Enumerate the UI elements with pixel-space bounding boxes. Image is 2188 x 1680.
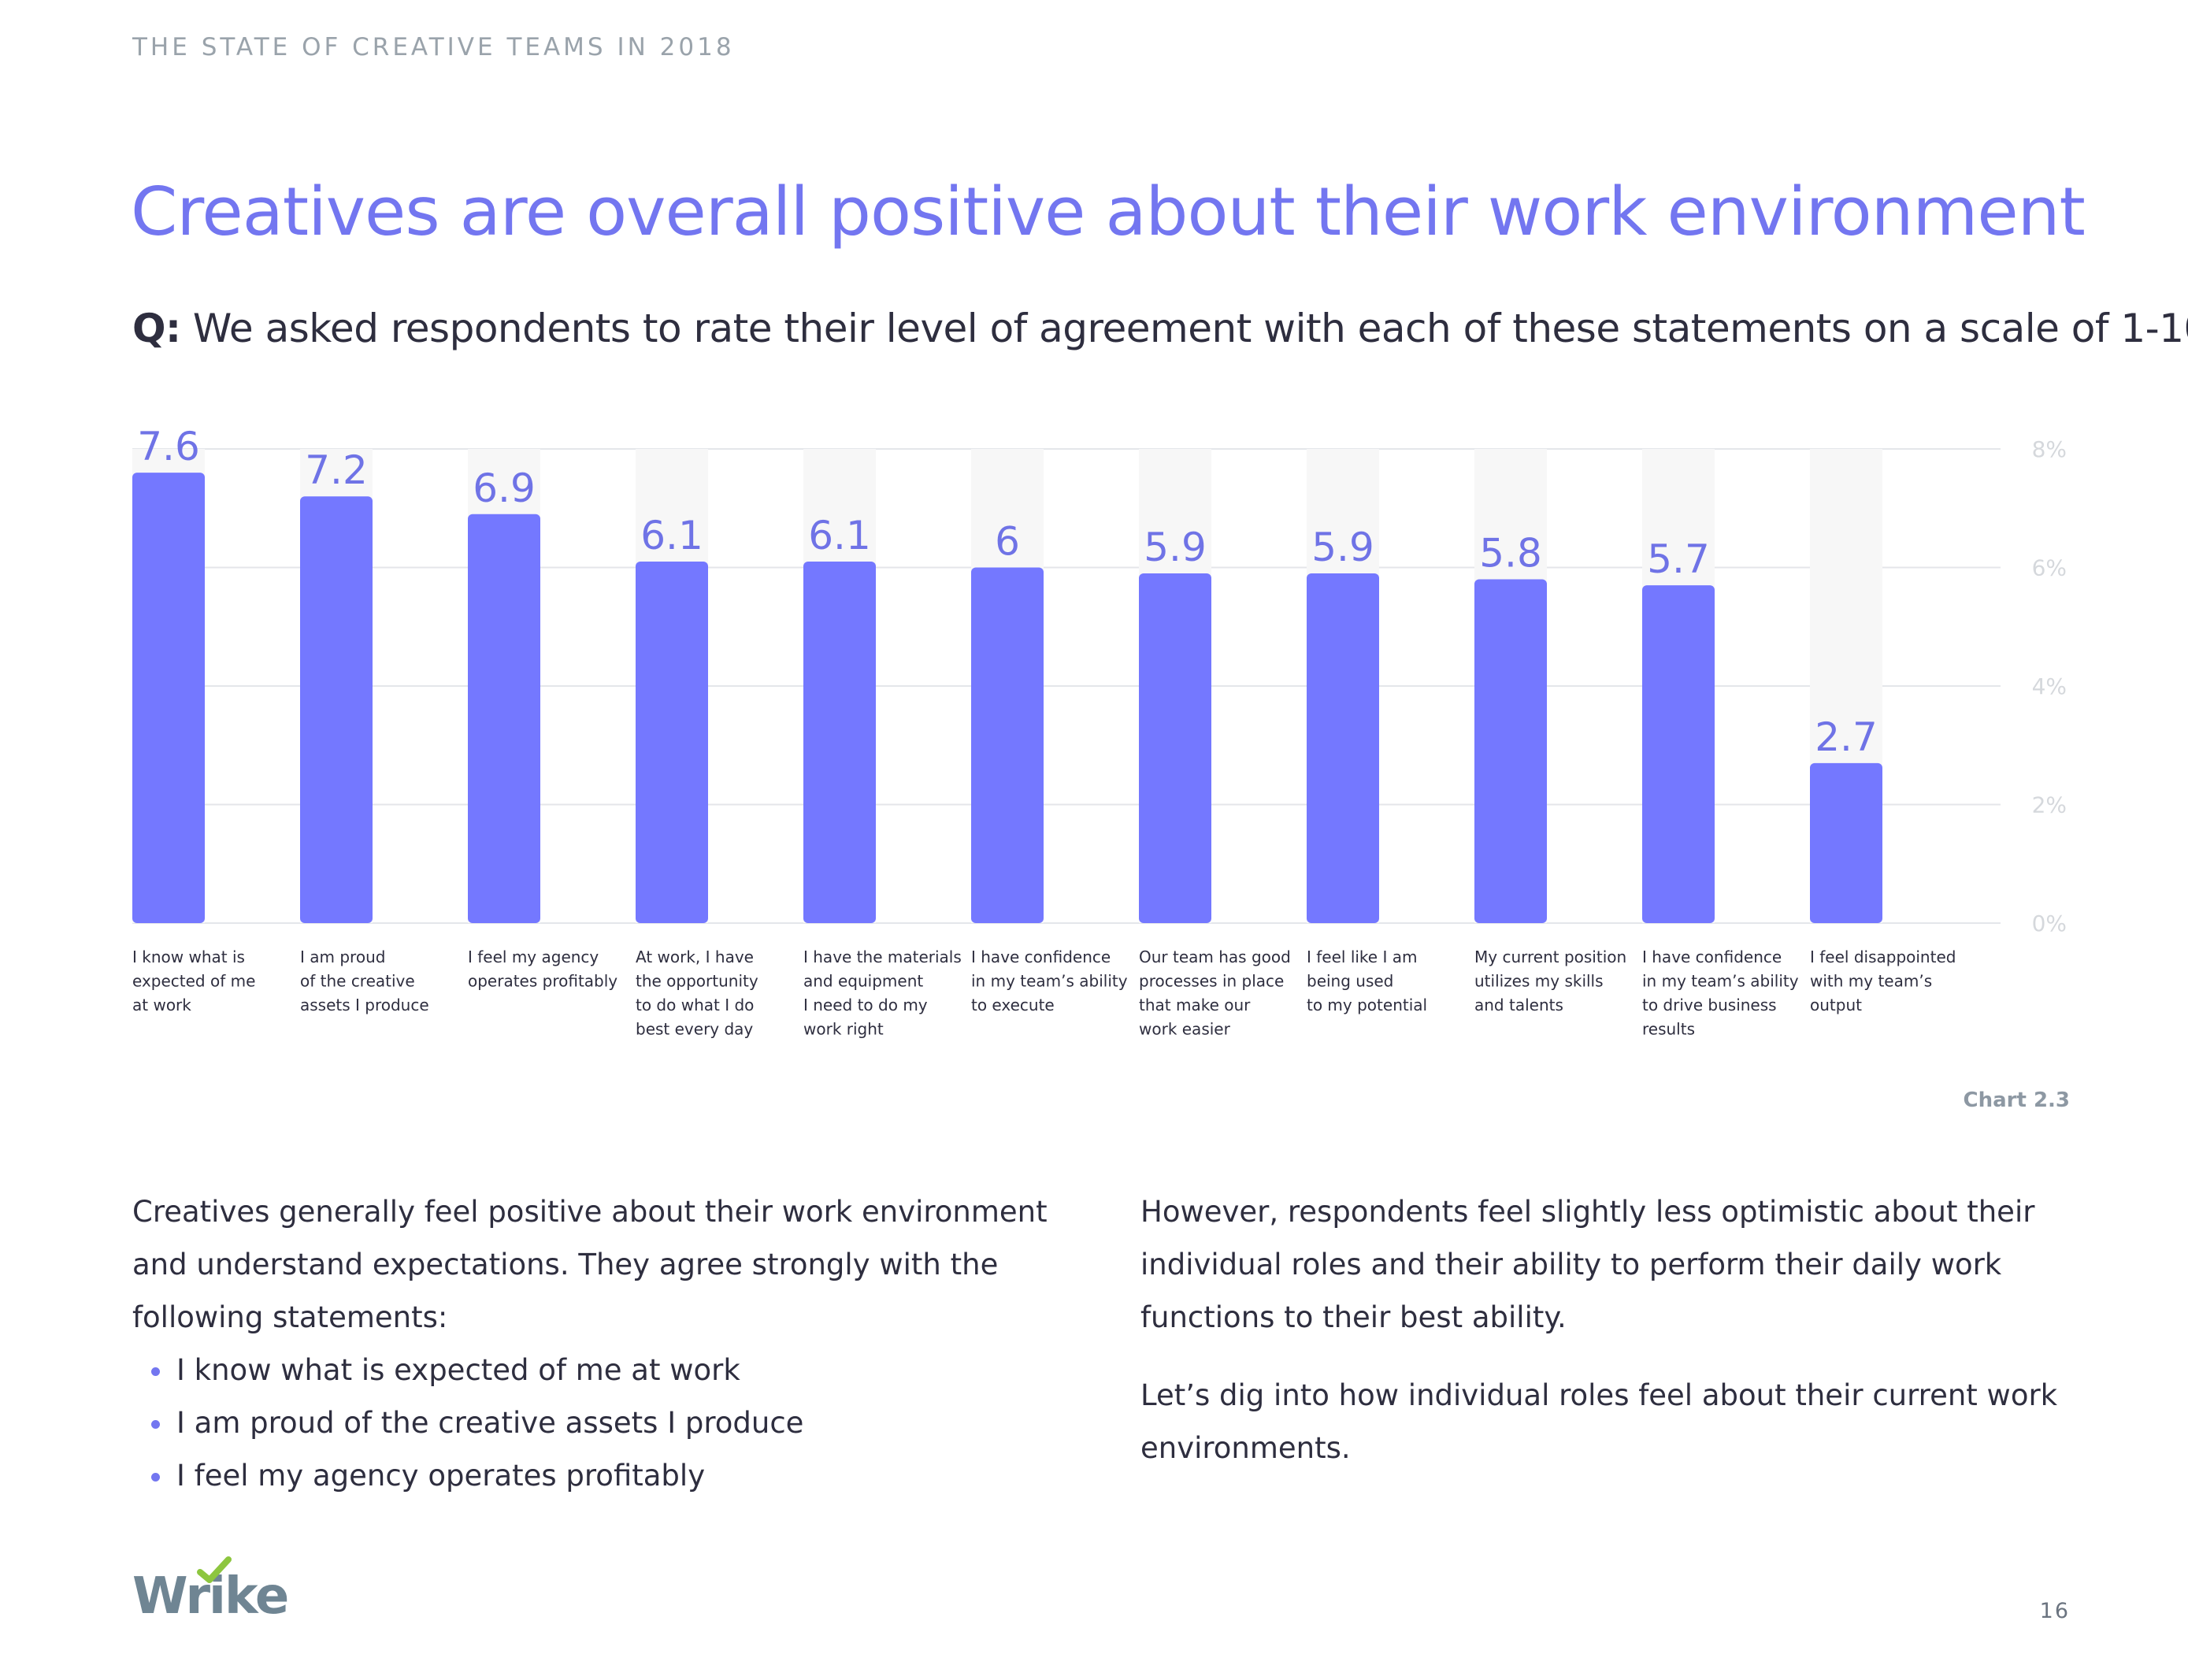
category-label-line: At work, I have [636, 948, 754, 966]
category-label-line: and equipment [803, 972, 923, 991]
statement-bullet-list: I know what is expected of me at work I … [132, 1344, 1077, 1502]
y-tick-label: 8% [2032, 436, 2067, 462]
bar [300, 496, 373, 923]
bar-value-label: 6.9 [473, 465, 536, 511]
category-label-line: I have the materials [803, 948, 962, 966]
category-label-line: with my team’s [1810, 972, 1932, 991]
page-number: 16 [2039, 1599, 2070, 1623]
chart-gridlines [132, 448, 2001, 924]
category-label: Our team has good processes in place that … [1139, 948, 1291, 1039]
category-label-line: best every day [636, 1020, 753, 1039]
category-label: At work, I have the opportunity to do what… [636, 948, 758, 1039]
y-tick-label: 6% [2032, 555, 2067, 581]
chart-y-ticks: 0% 2% 4% 6% 8% [2032, 436, 2067, 936]
body-left-column: Creatives generally feel positive about … [132, 1185, 1077, 1502]
chart-category-labels: I know what is expected of me at work I am … [132, 948, 1956, 1039]
category-label: I have confidence in my team’s ability to … [971, 948, 1128, 1014]
category-label-line: I am proud [300, 948, 385, 966]
category-label-line: work easier [1139, 1020, 1231, 1039]
bar [132, 473, 205, 923]
category-label: I feel my agency operates profitably [468, 948, 617, 991]
category-label: I have the materials and equipment I need … [803, 948, 962, 1039]
category-label-line: assets I produce [300, 996, 429, 1014]
body-intro-paragraph: Creatives generally feel positive about … [132, 1195, 1048, 1334]
category-label-line: the opportunity [636, 972, 758, 991]
wrike-logo: Wrike [132, 1556, 289, 1626]
chart-bars [132, 473, 1882, 923]
survey-question: Q: We asked respondents to rate their le… [132, 306, 2188, 351]
page-title: Creatives are overall positive about the… [131, 173, 2086, 251]
bar-value-label: 7.6 [137, 424, 200, 469]
bar-value-label: 7.2 [305, 447, 368, 493]
category-label-line: I know what is [132, 948, 245, 966]
question-text: We asked respondents to rate their level… [192, 306, 2188, 351]
category-label: My current position utilizes my skills and… [1474, 948, 1626, 1014]
category-label-line: at work [132, 996, 191, 1014]
category-label-line: I feel like I am [1307, 948, 1417, 966]
category-label-line: I have confidence [1642, 948, 1782, 966]
category-label: I feel disappointed with my team’s output [1810, 948, 1956, 1014]
category-label-line: being used [1307, 972, 1393, 991]
category-label-line: and talents [1474, 996, 1563, 1014]
bar-value-label: 6.1 [640, 513, 703, 558]
category-label-line: to my potential [1307, 996, 1427, 1014]
bar [803, 561, 876, 923]
category-label-line: of the creative [300, 972, 415, 991]
chart-value-labels: 7.6 7.2 6.9 6.1 6.1 6 5.9 5.9 5.8 5.7 2.7 [137, 424, 1878, 760]
bar-chart: 7.6 7.2 6.9 6.1 6.1 6 5.9 5.9 5.8 5.7 2.7 0% 2% 4% 6%… [132, 424, 2067, 1039]
y-tick-label: 2% [2032, 792, 2067, 818]
category-label: I know what is expected of me at work [132, 948, 255, 1014]
category-label-line: results [1642, 1020, 1695, 1039]
bar-value-label: 5.7 [1647, 536, 1710, 582]
bar-value-label: 6.1 [808, 513, 871, 558]
category-label-line: to drive business [1642, 996, 1777, 1014]
category-label-line: operates profitably [468, 972, 617, 991]
bar-value-label: 5.9 [1144, 525, 1207, 570]
bullet-item: I am proud of the creative assets I prod… [132, 1396, 1077, 1449]
bar [1810, 762, 1882, 923]
category-label-line: that make our [1139, 996, 1251, 1014]
category-label: I am proud of the creative assets I produc… [300, 948, 429, 1014]
body-paragraph-2: Let’s dig into how individual roles feel… [1140, 1378, 2058, 1465]
category-label-line: in my team’s ability [1642, 972, 1799, 991]
category-label: I have confidence in my team’s ability to … [1642, 948, 1799, 1039]
bar [1139, 573, 1211, 923]
category-label-line: I feel disappointed [1810, 948, 1956, 966]
category-label-line: My current position [1474, 948, 1626, 966]
bar [468, 514, 540, 923]
bar [1474, 579, 1547, 923]
bullet-item: I know what is expected of me at work [132, 1344, 1077, 1396]
category-label: I feel like I am being used to my potentia… [1307, 948, 1427, 1014]
category-label-line: work right [803, 1020, 884, 1039]
logo-check-icon [197, 1556, 232, 1583]
body-paragraph-1: However, respondents feel slightly less … [1140, 1195, 2035, 1334]
bar-value-label: 2.7 [1815, 714, 1878, 760]
category-label-line: processes in place [1139, 972, 1284, 991]
bar [636, 561, 708, 923]
bullet-item: I feel my agency operates profitably [132, 1449, 1077, 1502]
bar-value-label: 5.8 [1479, 531, 1542, 577]
body-right-column: However, respondents feel slightly less … [1140, 1185, 2086, 1474]
category-label-line: to execute [971, 996, 1055, 1014]
category-label-line: utilizes my skills [1474, 972, 1604, 991]
category-label-line: I have confidence [971, 948, 1111, 966]
category-label-line: Our team has good [1139, 948, 1291, 966]
bar [1642, 585, 1715, 923]
category-label-line: output [1810, 996, 1862, 1014]
category-label-line: to do what I do [636, 996, 754, 1014]
question-prefix: Q: [132, 306, 181, 351]
bar [1307, 573, 1379, 923]
category-label-line: I feel my agency [468, 948, 599, 966]
category-label-line: expected of me [132, 972, 255, 991]
category-label-line: I need to do my [803, 996, 928, 1014]
report-header: THE STATE OF CREATIVE TEAMS IN 2018 [132, 33, 735, 61]
bar-value-label: 5.9 [1311, 525, 1374, 570]
chart-caption: Chart 2.3 [1963, 1088, 2071, 1112]
category-label-line: in my team’s ability [971, 972, 1128, 991]
y-tick-label: 4% [2032, 673, 2067, 699]
bar [971, 567, 1044, 923]
bar-value-label: 6 [995, 519, 1020, 565]
y-tick-label: 0% [2032, 910, 2067, 936]
